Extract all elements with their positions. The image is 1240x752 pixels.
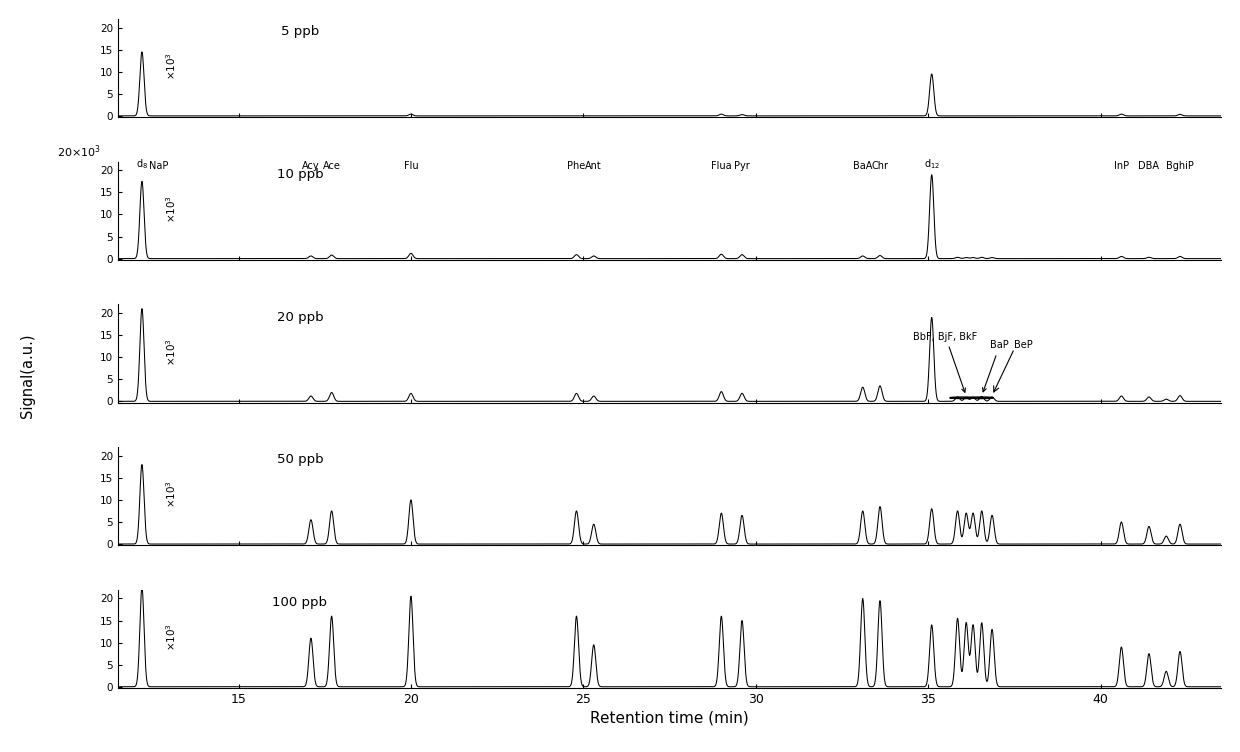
Text: BeP: BeP bbox=[1014, 341, 1033, 350]
Text: Acy: Acy bbox=[303, 161, 320, 171]
Text: Flu: Flu bbox=[404, 161, 418, 171]
X-axis label: Retention time (min): Retention time (min) bbox=[590, 710, 749, 725]
Text: 50 ppb: 50 ppb bbox=[277, 453, 324, 466]
Text: NaP: NaP bbox=[150, 161, 169, 171]
Text: Flua: Flua bbox=[711, 161, 732, 171]
Text: 10 ppb: 10 ppb bbox=[277, 168, 324, 180]
Text: BbF, BjF, BkF: BbF, BjF, BkF bbox=[914, 332, 977, 393]
Text: d$_8$: d$_8$ bbox=[136, 157, 148, 171]
Text: BghiP: BghiP bbox=[1166, 161, 1194, 171]
Text: InP: InP bbox=[1114, 161, 1128, 171]
Text: 5 ppb: 5 ppb bbox=[280, 25, 319, 38]
Text: BaA: BaA bbox=[853, 161, 873, 171]
Text: Ant: Ant bbox=[585, 161, 603, 171]
Text: $\times$10$^3$: $\times$10$^3$ bbox=[164, 52, 177, 80]
Text: Ace: Ace bbox=[322, 161, 341, 171]
Text: Signal(a.u.): Signal(a.u.) bbox=[20, 334, 35, 418]
Text: $\times$10$^3$: $\times$10$^3$ bbox=[164, 195, 177, 223]
Text: d$_{12}$: d$_{12}$ bbox=[924, 157, 940, 171]
Text: $\times$10$^3$: $\times$10$^3$ bbox=[164, 623, 177, 651]
Text: DBA: DBA bbox=[1138, 161, 1159, 171]
Text: Pyr: Pyr bbox=[734, 161, 750, 171]
Text: 20 ppb: 20 ppb bbox=[277, 311, 324, 323]
Text: Phe: Phe bbox=[568, 161, 585, 171]
Text: $\times$10$^3$: $\times$10$^3$ bbox=[164, 338, 177, 365]
Text: Chr: Chr bbox=[872, 161, 889, 171]
Text: BaP: BaP bbox=[982, 341, 1009, 392]
Text: 100 ppb: 100 ppb bbox=[273, 596, 327, 609]
Text: $\times$10$^3$: $\times$10$^3$ bbox=[164, 481, 177, 508]
Text: 20$\times$10$^3$: 20$\times$10$^3$ bbox=[57, 143, 102, 159]
